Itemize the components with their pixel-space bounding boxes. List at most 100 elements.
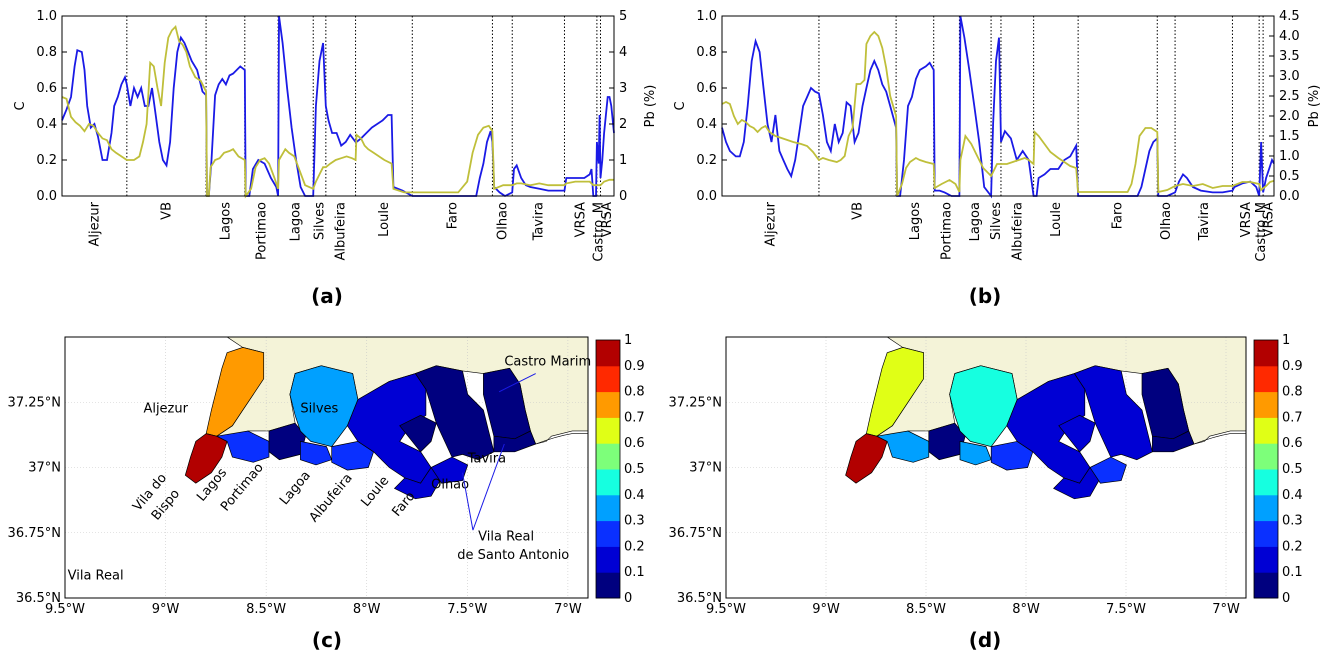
region-portimao	[928, 422, 966, 461]
lon-tick-label: 8.5°W	[906, 602, 946, 617]
lon-tick-label: 9°W	[812, 602, 840, 617]
pointer-vrsa-1	[461, 472, 474, 531]
x-category-label: Lagoa	[289, 202, 304, 241]
region-lagoa	[300, 440, 333, 466]
colorbar-swatch	[1254, 365, 1278, 393]
colorbar-tick-label: 0.2	[1282, 539, 1303, 554]
x-category-label: VRSA	[1262, 202, 1277, 237]
line-chart-a: 0.0 0.2 0.4 0.6 0.8 1.0 0 1 2 3 4 5 C Pb (%) Aljezur VB…	[13, 9, 658, 262]
x-category-label: Aljezur	[87, 201, 102, 246]
lon-tick-label: 9.5°W	[45, 602, 85, 617]
colorbar-tick-label: 0.3	[1282, 514, 1303, 529]
region-vrsa	[493, 430, 537, 453]
y2-tick-label: 3.0	[1279, 69, 1300, 84]
y2-tick-label: 5	[619, 9, 627, 24]
y2-axis-label: Pb (%)	[643, 85, 658, 128]
colorbar-tick-label: 0.7	[624, 410, 645, 425]
y-tick-label: 0.6	[696, 81, 717, 96]
x-category-label: VB	[159, 202, 174, 220]
colorbar-tick-label: 0.5	[1282, 462, 1303, 477]
colorbar-swatch	[596, 572, 620, 599]
x-category-label: VB	[851, 202, 866, 220]
colorbar-swatch	[596, 340, 620, 367]
label-tavira: Tavira	[467, 451, 506, 466]
region-sao-bras	[399, 414, 437, 453]
y-tick-label: 0.0	[36, 189, 57, 204]
line-chart-b: 0.0 0.2 0.4 0.6 0.8 1.0 0.0 0.5 1.0 1.5 2.0 2.5 3.0 3…	[673, 9, 1322, 262]
label-vila-real: Vila Real	[478, 530, 534, 545]
region-aljezur	[865, 347, 924, 437]
y2-tick-label: 3.5	[1279, 49, 1300, 64]
y2-tick-label: 4.5	[1279, 9, 1300, 24]
y-axis-label: C	[13, 101, 28, 110]
x-category-label: VRSA	[574, 202, 589, 237]
series-pb-line	[61, 25, 614, 199]
x-category-label: Tavira	[531, 202, 546, 241]
y-tick-label: 1.0	[696, 9, 717, 24]
plot-frame	[61, 15, 615, 197]
y2-tick-label: 0.5	[1279, 169, 1300, 184]
y2-tick-label: 2.0	[1279, 109, 1300, 124]
colorbar-swatch	[1254, 520, 1278, 547]
panel-label-b: (b)	[969, 284, 1002, 308]
lat-tick-label: 36.75°N	[8, 526, 61, 541]
x-category-label: Loule	[1049, 202, 1064, 237]
x-category-label: Lagoa	[968, 202, 983, 241]
colorbar-tick-label: 1	[1282, 333, 1290, 348]
x-category-label: Lagos	[908, 202, 923, 240]
colorbar-swatch	[1254, 469, 1278, 496]
colorbar-tick-label: 0.5	[624, 462, 645, 477]
colorbar-tick-label: 0.6	[1282, 436, 1303, 451]
region-vrsa	[1152, 430, 1195, 453]
y-tick-label: 0.4	[36, 117, 57, 132]
lat-tick-label: 36.75°N	[669, 526, 722, 541]
series-pb-line	[721, 30, 1275, 197]
colorbar-swatch	[1254, 391, 1278, 418]
label-olhao: Olhao	[431, 477, 469, 492]
x-category-label: VRSA	[1239, 202, 1254, 237]
y2-tick-label: 1.0	[1279, 149, 1300, 164]
lon-tick-label: 8°W	[1012, 602, 1040, 617]
plot-frame	[721, 15, 1275, 197]
lat-tick-label: 37.25°N	[669, 395, 722, 410]
colorbar-tick-label: 0.4	[1282, 488, 1303, 503]
colorbar-tick-label: 0.8	[624, 385, 645, 400]
lon-tick-label: 7.5°W	[447, 602, 487, 617]
colorbar-frame	[1253, 339, 1279, 599]
colorbar-tick-label: 1	[624, 333, 632, 348]
x-category-label: Lagos	[218, 202, 233, 240]
colorbar-swatch	[1254, 417, 1278, 444]
y2-tick-label: 3	[619, 81, 627, 96]
region-olhao	[430, 456, 469, 484]
y2-tick-label: 4.0	[1279, 29, 1300, 44]
colorbar-tick-label: 0.9	[1282, 359, 1303, 374]
x-category-label: Aljezur	[763, 201, 778, 246]
x-category-label: Faro	[445, 202, 460, 229]
x-category-label: Loule	[377, 202, 392, 237]
y2-tick-label: 0	[619, 189, 627, 204]
x-category-label: Portimao	[940, 202, 955, 260]
region-lagos	[875, 430, 930, 463]
y-tick-label: 0.2	[696, 153, 717, 168]
panel-label-d: (d)	[969, 628, 1002, 652]
x-category-label: VRSA	[600, 202, 615, 237]
lat-tick-label: 37.25°N	[8, 395, 61, 410]
pointer-castro-marim	[498, 373, 536, 393]
x-category-label: Silves	[989, 202, 1004, 240]
y-tick-label: 1.0	[36, 9, 57, 24]
colorbar-swatch	[596, 417, 620, 444]
colorbar-tick-label: 0.2	[624, 539, 645, 554]
colorbar-tick-label: 0	[624, 591, 632, 606]
x-category-label: Faro	[1111, 202, 1126, 229]
region-lagoa	[959, 440, 992, 466]
colorbar-tick-label: 0.8	[1282, 385, 1303, 400]
panel-label-c: (c)	[312, 628, 342, 652]
region-aljezur	[205, 347, 265, 437]
lon-tick-label: 7.5°W	[1106, 602, 1146, 617]
label-castro-marim: Castro Marim	[504, 355, 591, 370]
y-axis-label: C	[673, 101, 688, 110]
y-tick-label: 0.2	[36, 153, 57, 168]
colorbar-tick-label: 0.1	[1282, 565, 1303, 580]
label-silves: Silves	[300, 402, 338, 417]
